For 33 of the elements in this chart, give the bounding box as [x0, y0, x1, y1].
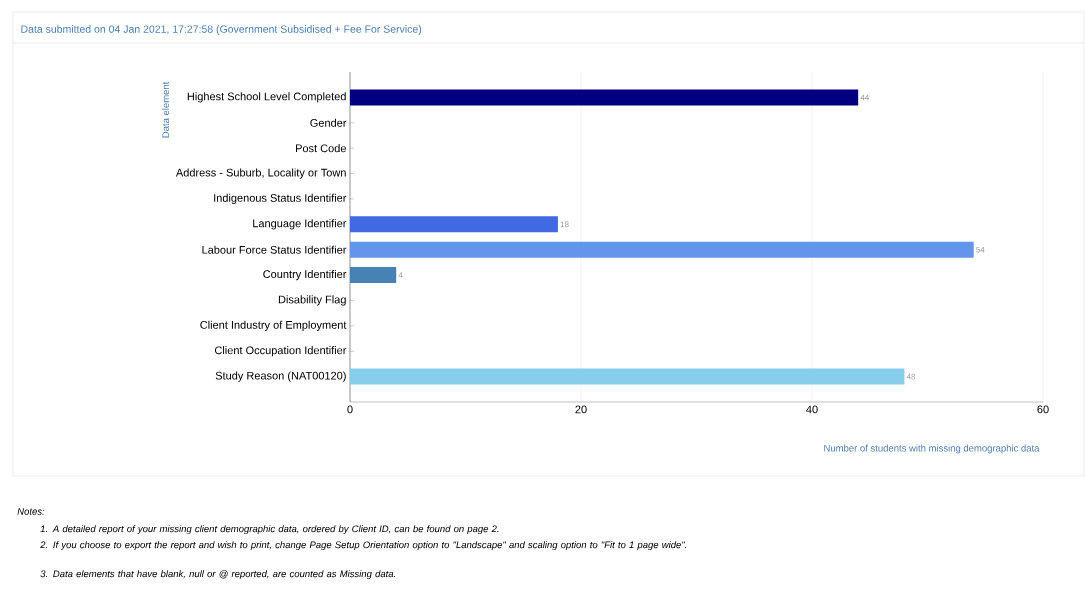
text: Notes:	[17, 508, 45, 515]
y-tick-label: Address - Suburb, Locality or Town	[175, 168, 346, 179]
y-tick-label: Study Reason (NAT00120)	[215, 371, 346, 382]
y-tick-label: Post Code	[296, 144, 346, 153]
text: Data submitted on 04 Jan 2021, 17:27:58 (Government Subsidised + Fee For Service)	[21, 25, 422, 35]
y-axis-title: Data element	[162, 81, 170, 138]
data-label: 4	[398, 272, 403, 278]
y-tick-label: Gender	[310, 118, 347, 127]
y-tick-label: Language Identifier	[253, 219, 347, 230]
bar	[350, 89, 859, 106]
data-label: 18	[560, 221, 569, 228]
text: 2. If you choose to export the report and wish to print, change Page Setup Orientation option to "Landscape" and scaling option to "Fit to 1 page wide".	[40, 541, 687, 551]
x-axis-title: Number of students with missing demographic data	[824, 444, 1040, 454]
text: 3. Data elements that have blank, null or @ reported, are counted as Missing data.	[40, 570, 396, 580]
data-label: 44	[860, 94, 870, 101]
y-tick-label: Client Industry of Employment	[200, 320, 347, 331]
y-tick-label: Highest School Level Completed	[187, 92, 346, 103]
data-label: 54	[976, 246, 985, 253]
y-tick-label: Client Occupation Identifier	[214, 346, 347, 357]
y-tick-label: Indigenous Status Identifier	[214, 193, 347, 205]
y-tick-label: Disability Flag	[278, 295, 346, 306]
bar	[350, 241, 974, 258]
text: 1. A detailed report of your missing client demographic data, ordered by Client ID, can be found on page 2.	[40, 525, 499, 535]
y-tick-label: Country Identifier	[263, 269, 347, 281]
bar	[350, 267, 397, 284]
x-tick-label: 0	[347, 405, 353, 414]
bar	[350, 368, 905, 385]
bar	[350, 216, 558, 233]
data-label: 48	[906, 373, 916, 380]
x-tick-label: 40	[806, 405, 818, 414]
x-tick-label: 20	[575, 405, 587, 414]
y-tick-label: Labour Force Status Identifier	[202, 245, 347, 254]
x-tick-label: 60	[1037, 405, 1049, 414]
